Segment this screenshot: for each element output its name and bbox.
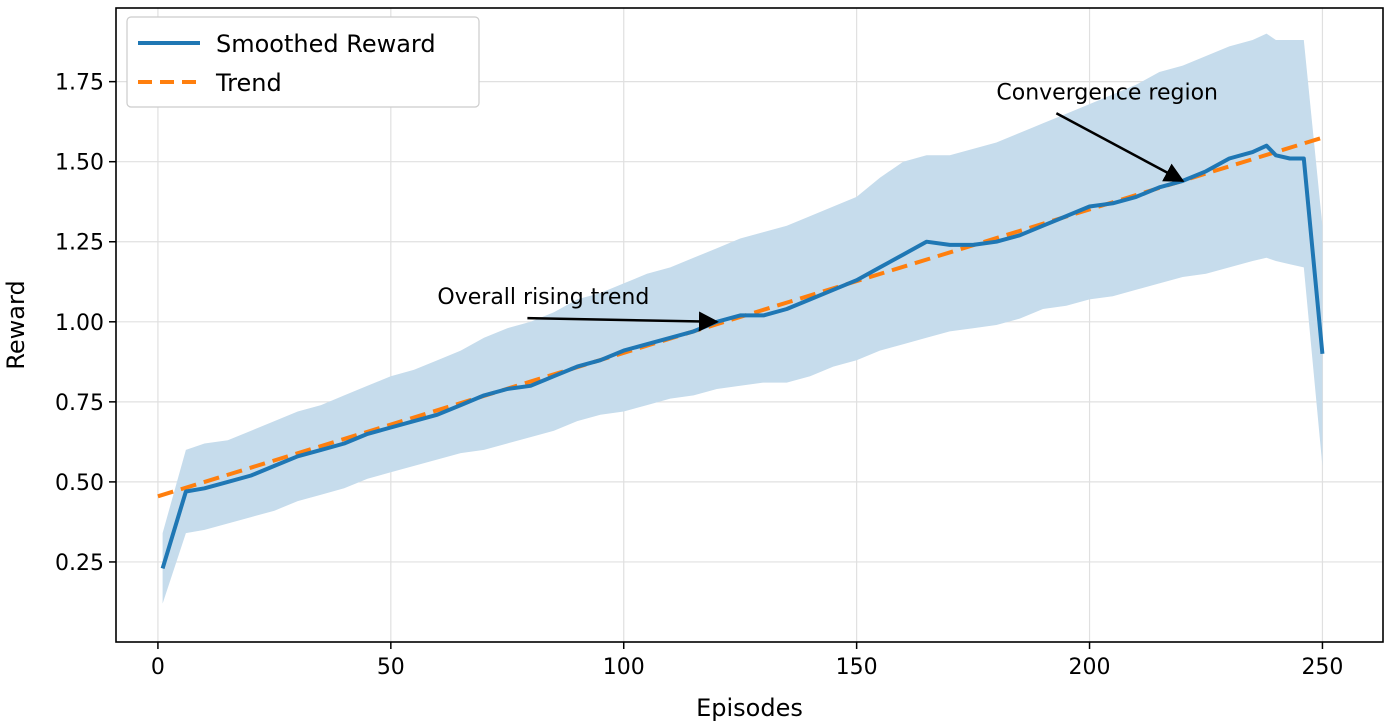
x-tick-label-5: 250	[1301, 655, 1343, 680]
x-tick-label-0: 0	[151, 655, 165, 680]
legend-label-smoothed-reward: Smoothed Reward	[216, 30, 436, 58]
x-tick-label-3: 150	[836, 655, 878, 680]
legend-label-trend: Trend	[215, 69, 282, 97]
annotation-arrow-0	[527, 311, 719, 332]
y-tick-label-2: 0.75	[55, 391, 104, 416]
x-tick-label-1: 50	[377, 655, 405, 680]
y-axis-label: Reward	[2, 280, 30, 369]
x-tick-label-2: 100	[603, 655, 645, 680]
y-tick-label-6: 1.75	[55, 71, 104, 96]
axis-ticks: 0 50 100 150 200 250 0.25 0.50 0.75 1.00 1.25 1.50 1…	[55, 71, 1343, 680]
annotation-text-1: Convergence region	[996, 80, 1218, 105]
annotations: Overall rising trend Convergence region	[437, 80, 1218, 332]
legend: Smoothed Reward Trend	[126, 16, 480, 108]
plot-frame	[115, 7, 1384, 643]
y-tick-label-5: 1.50	[55, 151, 104, 176]
annotation-arrow-1	[1055, 112, 1185, 183]
y-tick-label-1: 0.50	[55, 471, 104, 496]
x-tick-label-4: 200	[1069, 655, 1111, 680]
x-axis-label: Episodes	[696, 694, 803, 722]
smoothed-reward-line	[160, 143, 1325, 569]
y-tick-label-0: 0.25	[55, 551, 104, 576]
annotation-text-0: Overall rising trend	[437, 285, 649, 310]
reward-range-band	[162, 33, 1323, 604]
legend-box	[126, 16, 480, 108]
y-tick-label-4: 1.25	[55, 231, 104, 256]
y-tick-label-3: 1.00	[55, 311, 104, 336]
